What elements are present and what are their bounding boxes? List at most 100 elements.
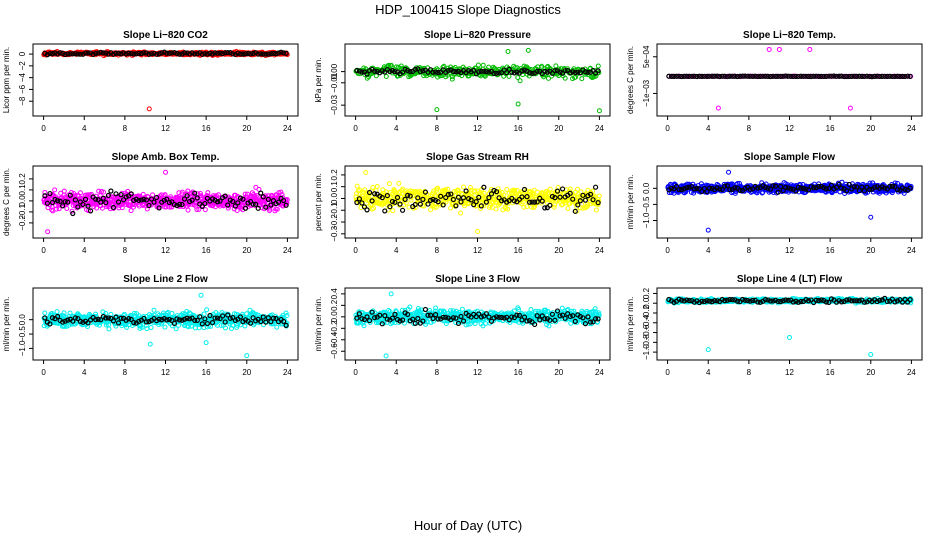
data-point	[516, 307, 522, 313]
hourly-point	[438, 193, 444, 199]
y-tick-label: −0.2	[330, 214, 339, 230]
hourly-point	[209, 51, 216, 57]
hourly-point	[808, 73, 814, 80]
x-tick-label: 12	[473, 368, 482, 377]
hourly-point	[120, 50, 127, 56]
hourly-point	[542, 68, 548, 74]
hourly-point	[131, 319, 137, 326]
hourly-point	[382, 313, 388, 319]
outlier-point	[383, 353, 389, 359]
hourly-point	[788, 73, 794, 79]
hourly-point	[435, 69, 441, 76]
x-tick-label: 0	[41, 368, 46, 377]
x-tick-label: 0	[665, 368, 670, 377]
hourly-point	[519, 68, 525, 74]
hourly-point	[93, 196, 99, 202]
hourly-point	[851, 184, 857, 190]
hourly-point	[577, 313, 583, 320]
hourly-point	[387, 68, 393, 75]
x-tick-label: 0	[353, 246, 358, 255]
panel-title: Slope Line 2 Flow	[123, 274, 208, 285]
x-tick-label: 16	[514, 246, 523, 255]
hourly-point	[105, 315, 111, 321]
hourly-point	[841, 73, 847, 80]
hourly-point	[752, 73, 758, 79]
data-point	[361, 323, 367, 329]
hourly-point	[176, 51, 183, 57]
hourly-point	[509, 69, 515, 75]
hourly-point	[483, 311, 489, 317]
hourly-point	[242, 51, 249, 57]
hourly-point	[103, 315, 109, 321]
hourly-point	[501, 67, 507, 73]
hourly-point	[783, 73, 789, 79]
hourly-point	[907, 73, 913, 79]
hourly-point	[499, 198, 505, 204]
hourly-point	[859, 73, 865, 79]
hourly-point	[103, 50, 109, 56]
data-point	[480, 62, 486, 68]
hourly-point	[455, 194, 462, 200]
hourly-point	[471, 202, 477, 208]
data-point	[278, 189, 284, 195]
plot-frame	[656, 43, 923, 117]
hourly-point	[49, 51, 56, 57]
hourly-point	[184, 193, 190, 199]
hourly-point	[798, 185, 804, 191]
hourly-point	[795, 73, 801, 80]
hourly-point	[227, 315, 233, 321]
hourly-point	[476, 194, 482, 201]
data-point	[545, 75, 551, 81]
hourly-point	[354, 67, 360, 74]
hourly-point	[681, 186, 687, 192]
hourly-point	[430, 196, 436, 203]
hourly-point	[217, 198, 223, 204]
data-point	[96, 188, 102, 194]
hourly-point	[767, 73, 774, 80]
hourly-point	[866, 186, 873, 192]
hourly-point	[570, 196, 576, 202]
hourly-point	[67, 192, 73, 198]
hourly-point	[397, 318, 403, 324]
data-point	[595, 63, 601, 69]
hourly-point	[273, 200, 279, 207]
x-tick-label: 0	[41, 124, 46, 133]
y-tick-label: 0.2	[18, 173, 27, 185]
hourly-point	[154, 51, 160, 57]
hourly-point	[217, 50, 223, 56]
y-tick-label: 0.0	[330, 192, 339, 204]
hourly-point	[836, 73, 842, 79]
y-tick-label: 0.1	[330, 181, 339, 193]
data-point	[185, 207, 191, 213]
hourly-point	[356, 311, 363, 317]
data-point	[173, 326, 179, 332]
data-point	[567, 201, 573, 207]
hourly-point	[427, 197, 434, 203]
hourly-point	[57, 198, 63, 204]
hourly-point	[585, 69, 591, 75]
hourly-point	[706, 73, 713, 79]
hourly-point	[189, 197, 195, 203]
hourly-point	[280, 50, 287, 56]
data-point	[449, 76, 455, 82]
hourly-point	[554, 308, 561, 314]
hourly-point	[93, 50, 99, 57]
hourly-point	[399, 207, 406, 213]
hourly-point	[742, 185, 748, 192]
hourly-point	[488, 191, 495, 197]
x-tick-label: 8	[123, 246, 128, 255]
hourly-point	[369, 309, 375, 315]
hourly-point	[405, 311, 411, 318]
hourly-point	[691, 186, 697, 192]
hourly-point	[575, 69, 581, 75]
hourly-point	[169, 50, 175, 56]
hourly-point	[110, 204, 117, 211]
hourly-point	[532, 199, 538, 205]
data-point	[433, 305, 439, 311]
hourly-point	[476, 311, 482, 317]
data-point	[370, 184, 376, 190]
hourly-point	[595, 316, 601, 322]
hourly-point	[435, 316, 441, 322]
data-point	[284, 312, 290, 318]
